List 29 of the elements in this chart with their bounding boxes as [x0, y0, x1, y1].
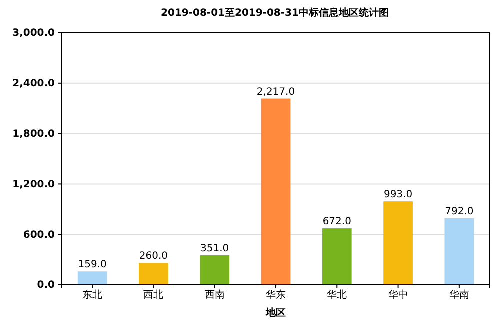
bar	[200, 256, 230, 285]
y-tick-label: 600.0	[23, 230, 56, 241]
y-tick-label: 1,200.0	[12, 179, 56, 190]
chart-title: 2019-08-01至2019-08-31中标信息地区统计图	[161, 7, 389, 19]
x-tick-label: 华北	[327, 289, 348, 302]
x-tick-label: 东北	[82, 289, 103, 302]
bar	[322, 228, 352, 285]
data-label: 993.0	[384, 190, 413, 201]
data-label: 260.0	[139, 251, 168, 262]
data-label: 672.0	[322, 216, 352, 228]
y-tick-label: 2,400.0	[12, 78, 56, 90]
y-tick-label: 0.0	[37, 280, 56, 292]
x-tick-label: 华中	[388, 289, 408, 302]
x-tick-label: 西北	[144, 289, 164, 302]
y-tick-label: 1,800.0	[12, 129, 56, 140]
bar	[384, 202, 413, 285]
data-label: 792.0	[445, 206, 474, 218]
y-tick-label: 3,000.0	[12, 28, 56, 40]
bar	[139, 263, 168, 285]
x-axis-title: 地区	[265, 307, 286, 319]
data-label: 351.0	[200, 244, 230, 255]
bar	[444, 218, 474, 285]
x-tick-label: 华南	[449, 289, 470, 302]
bar	[78, 272, 108, 285]
data-label: 2,217.0	[256, 86, 296, 98]
x-tick-label: 西南	[204, 289, 225, 302]
x-tick-label: 华东	[266, 289, 286, 302]
bar	[261, 98, 291, 285]
data-label: 159.0	[78, 260, 107, 271]
